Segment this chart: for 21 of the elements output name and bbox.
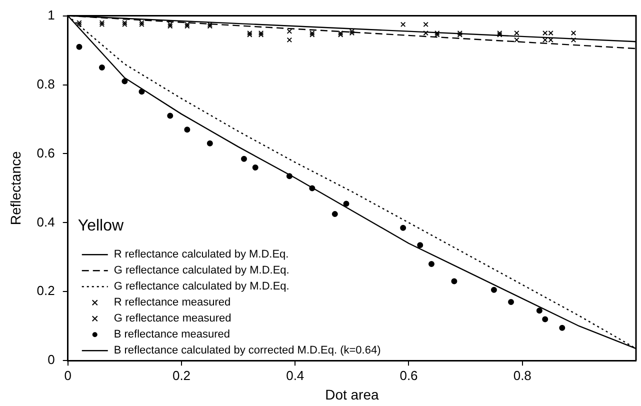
x-tick-label: 0: [64, 368, 72, 383]
y-tick-label: 0.6: [36, 145, 55, 160]
legend-label: R reflectance measured: [114, 296, 231, 309]
x-tick-label: 0.6: [400, 368, 418, 383]
y-tick-label: 0.8: [36, 76, 55, 92]
x-tick-label: 0.2: [172, 368, 191, 383]
x-tick-label: 0.4: [286, 368, 304, 383]
y-tick-label: 0: [48, 352, 55, 368]
legend-label: B reflectance measured: [114, 328, 230, 341]
y-tick-label: 0.4: [36, 214, 55, 230]
annotation: Yellow: [78, 218, 124, 235]
legend-label: B reflectance calculated by corrected M.D.Eq. (k=0.64): [114, 344, 381, 357]
x-axis-title: Dot area: [325, 386, 379, 402]
y-tick-label: 0.2: [36, 283, 55, 298]
y-axis-title: Reflectance: [7, 151, 24, 226]
legend-label: G reflectance calculated by M.D.Eq.: [114, 280, 290, 293]
legend-label: R reflectance calculated by M.D.Eq.: [114, 248, 289, 261]
legend-label: G reflectance calculated by M.D.Eq.: [114, 264, 290, 277]
legend-label: G reflectance measured: [114, 312, 232, 325]
x-tick-label: 0.8: [513, 368, 532, 383]
y-tick-label: 1: [48, 7, 55, 22]
